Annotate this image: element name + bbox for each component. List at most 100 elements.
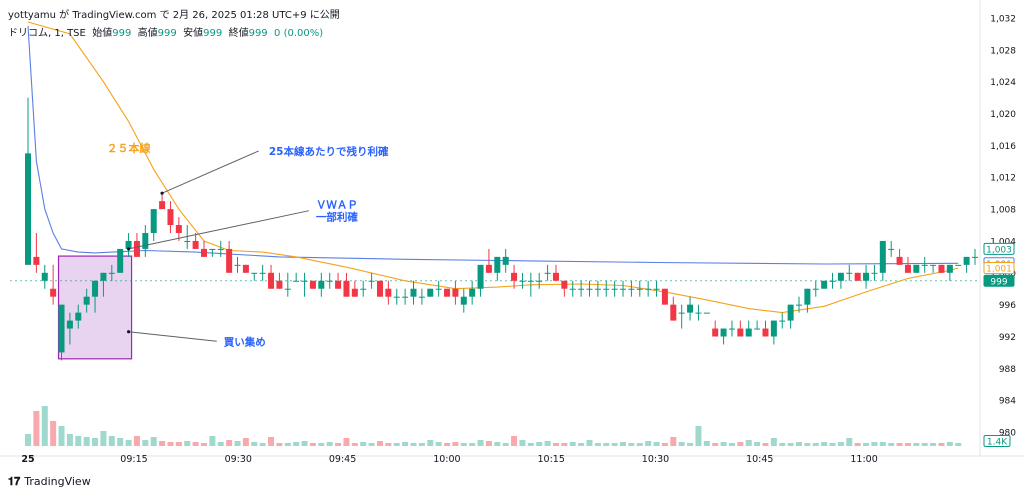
ohlc-legend: ドリコム, 1, TSE 始値999 高値999 安値999 終値999 0 (…	[8, 24, 323, 39]
volume-bar	[200, 443, 207, 446]
candle-body	[368, 280, 375, 282]
candle-body	[821, 280, 828, 289]
candle-body	[728, 328, 735, 330]
candle-body	[519, 280, 526, 282]
volume-bar	[184, 441, 191, 446]
volume-bar	[955, 443, 962, 446]
candle-body	[209, 248, 216, 250]
ma25-annotation: ２５本線	[107, 141, 151, 155]
candle-body	[879, 240, 886, 273]
candle-body	[871, 272, 878, 274]
volume-bar	[636, 443, 643, 446]
vwap-note-text: 一部利確	[316, 211, 358, 224]
open-label: 始値	[92, 28, 113, 39]
close-value: 999	[248, 28, 268, 39]
volume-bar	[460, 443, 467, 446]
candle-body	[234, 264, 241, 266]
candle-body	[569, 288, 576, 290]
price-tick-label: 988	[999, 365, 1016, 375]
candle-body	[620, 288, 627, 290]
price-marker-label: 1,001	[986, 265, 1012, 275]
volume-bar	[234, 441, 241, 446]
candle-body	[938, 264, 945, 273]
candle-body	[276, 280, 283, 289]
volume-bar	[645, 441, 652, 446]
candle-body	[511, 272, 518, 281]
time-axis[interactable]: 25 09:15 09:30 09:45 10:00 10:15 10:30 10:45 11:…	[21, 454, 877, 465]
candle-body	[603, 288, 610, 290]
volume-bar	[804, 443, 811, 446]
time-tick-label: 10:30	[642, 454, 669, 465]
volume-bar	[779, 443, 786, 446]
footer-brand[interactable]: 𝟏𝟕 TradingView	[8, 475, 91, 489]
price-tick-label: 1,028	[990, 46, 1016, 56]
publish-header: yottyamu が TradingView.com で 2月 26, 2025…	[8, 10, 340, 21]
volume-marker	[983, 435, 1011, 447]
candle-body	[125, 240, 132, 249]
candle-body	[494, 256, 501, 273]
volume-bar	[594, 443, 601, 446]
volume-bar	[159, 441, 166, 446]
candle-body	[402, 296, 409, 298]
candle-body	[544, 272, 551, 274]
candle-body	[972, 256, 978, 258]
candle-body	[653, 288, 660, 290]
candle-body	[58, 304, 65, 353]
volume-bar	[477, 440, 484, 446]
vwap-note-bg	[310, 195, 363, 226]
volume-bar	[670, 437, 677, 446]
price-tick-label: 992	[999, 333, 1016, 343]
volume-bar	[276, 443, 283, 446]
volume-bar	[33, 411, 40, 446]
candle-body	[552, 272, 559, 281]
volume-bar	[368, 443, 375, 446]
symbol-label[interactable]: ドリコム, 1, TSE	[8, 28, 86, 39]
volume-bar	[544, 441, 551, 446]
close-label: 終値	[228, 28, 249, 39]
candle-body	[854, 272, 861, 281]
volume-bar	[846, 438, 853, 446]
candle-body	[268, 272, 275, 289]
volume-bar	[787, 443, 794, 446]
price-tick-label: 996	[999, 301, 1016, 311]
volume-bar	[762, 443, 769, 446]
volume-bar	[41, 406, 48, 446]
volume-bar	[770, 438, 777, 446]
time-tick-label: 10:45	[746, 454, 773, 465]
volume-bar	[83, 437, 90, 446]
candle-body	[687, 304, 694, 313]
volume-bar	[318, 443, 325, 446]
price-tick-label: 1,032	[990, 14, 1016, 24]
candle-body	[83, 296, 90, 305]
candle-body	[863, 272, 870, 281]
candle-body	[452, 288, 459, 297]
price-tick-label: 1,024	[990, 78, 1016, 88]
candle-body	[117, 248, 124, 273]
vwap-line	[27, 25, 959, 265]
volume-bar	[452, 442, 459, 446]
price-axis[interactable]: 980 984 988 992 996 1,000 1,004 1,008 1,012 1,016…	[983, 14, 1016, 448]
candle-body	[75, 312, 82, 321]
price-marker-label: 999	[990, 277, 1007, 287]
volume-bar	[418, 443, 425, 446]
candle-body	[376, 280, 383, 297]
volume-bar	[351, 443, 358, 446]
volume-marker-label: 1.4K	[987, 438, 1008, 448]
candle-body	[502, 256, 509, 265]
volume-bar	[695, 426, 702, 446]
candlesticks	[25, 97, 978, 361]
candle-body	[444, 288, 451, 297]
volume-bar	[360, 442, 367, 446]
volume-bar	[586, 440, 593, 446]
candle-body	[921, 264, 928, 266]
candle-body	[527, 280, 534, 282]
volume-bar	[58, 426, 65, 446]
volume-bar	[242, 438, 249, 446]
volume-bar	[50, 421, 57, 446]
candle-body	[636, 288, 643, 290]
time-tick-label: 11:00	[850, 454, 877, 465]
volume-bar	[92, 438, 99, 446]
volume-bar	[301, 441, 308, 446]
